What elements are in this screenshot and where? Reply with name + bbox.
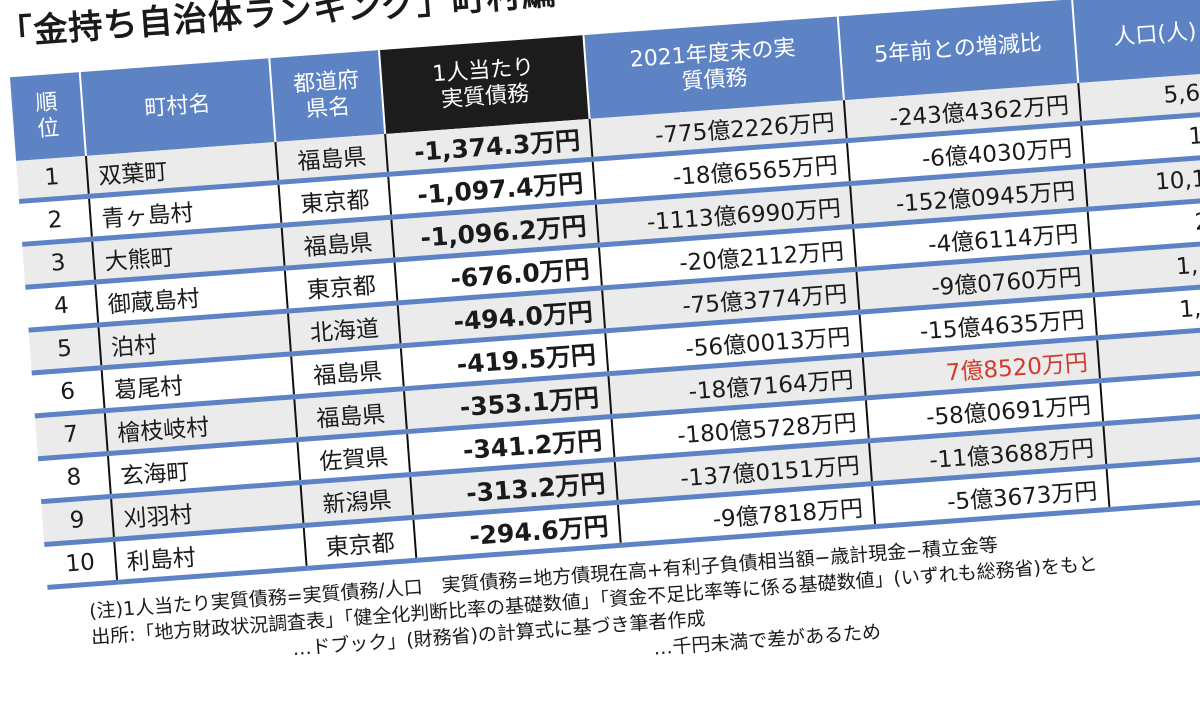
rank-cell: 5 [28, 324, 102, 373]
rank-cell: 10 [44, 539, 118, 588]
header-prefecture: 都道府県名 [269, 50, 386, 143]
rank-cell: 6 [31, 367, 105, 416]
rank-cell: 8 [37, 453, 111, 502]
rank-cell: 4 [25, 282, 99, 331]
header-rank: 順位 [9, 72, 86, 162]
rank-cell: 9 [41, 496, 115, 545]
rank-cell: 2 [19, 196, 93, 245]
rank-cell: 7 [34, 410, 108, 459]
ranking-table: 順位 町村名 都道府県名 1人当たり実質債務 2021年度末の実質債務 5年前と… [9, 0, 1200, 590]
rank-cell: 1 [16, 155, 89, 202]
header-per-capita-debt: 1人当たり実質債務 [378, 35, 590, 134]
header-population: 人口(人) [1072, 0, 1200, 84]
rank-cell: 3 [22, 239, 96, 288]
prefecture-cell: 東京都 [303, 517, 417, 569]
header-name: 町村名 [79, 58, 276, 156]
